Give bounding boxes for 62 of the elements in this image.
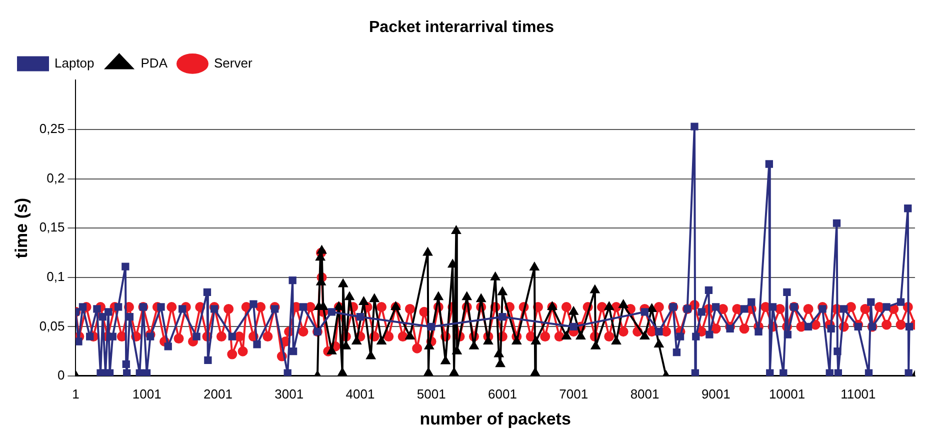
legend-label: Laptop xyxy=(54,55,94,70)
point xyxy=(370,294,379,302)
y-axis-title: time (s) xyxy=(12,198,31,258)
point xyxy=(448,260,458,268)
point xyxy=(531,336,540,344)
x-tick-label: 3001 xyxy=(274,386,304,402)
y-tick-label: 0,05 xyxy=(39,318,65,334)
point xyxy=(405,332,414,340)
point xyxy=(338,368,347,376)
x-tick-label: 9001 xyxy=(701,386,730,402)
point xyxy=(576,332,586,340)
point xyxy=(530,262,539,271)
x-tick-label: 1001 xyxy=(132,386,162,402)
point xyxy=(462,292,472,300)
y-tick-label: 0,2 xyxy=(46,170,65,186)
y-tick-label: 0,25 xyxy=(39,121,65,136)
y-tick-label: 0,1 xyxy=(46,268,65,284)
point xyxy=(654,339,664,348)
point xyxy=(640,332,650,340)
point xyxy=(366,351,376,360)
point xyxy=(452,226,461,234)
y-tick-label: 0 xyxy=(57,368,65,383)
point xyxy=(490,272,500,280)
point xyxy=(423,248,432,256)
point xyxy=(317,246,326,254)
point xyxy=(359,297,368,306)
point xyxy=(498,287,507,296)
point xyxy=(377,336,386,344)
point xyxy=(452,346,462,354)
point xyxy=(530,368,540,376)
point xyxy=(434,292,443,300)
x-tick-label: 1 xyxy=(72,386,80,402)
point xyxy=(441,356,450,364)
point xyxy=(618,300,628,308)
point xyxy=(604,302,614,310)
chart-title: Packet interarrival times xyxy=(369,19,554,36)
point xyxy=(562,332,571,340)
point xyxy=(591,341,600,350)
x-tick-label: 11001 xyxy=(840,386,876,402)
x-tick-label: 4001 xyxy=(346,386,375,402)
x-tick-label: 7001 xyxy=(559,386,588,402)
point xyxy=(338,279,348,288)
point xyxy=(494,349,504,358)
legend-label: PDA xyxy=(140,55,168,70)
point xyxy=(345,292,354,300)
legend-label: Server xyxy=(214,55,253,70)
x-tick-label: 6001 xyxy=(488,386,517,402)
point xyxy=(512,336,522,344)
point xyxy=(590,285,600,294)
point xyxy=(569,306,578,315)
x-tick-label: 10001 xyxy=(768,386,806,402)
point xyxy=(612,336,621,344)
point xyxy=(316,252,325,261)
point xyxy=(424,368,433,376)
x-tick-label: 5001 xyxy=(416,386,446,402)
point xyxy=(496,359,505,368)
x-tick-label: 8001 xyxy=(630,386,660,402)
x-axis-title: number of packets xyxy=(420,409,571,428)
y-tick-label: 0,15 xyxy=(39,220,65,235)
point xyxy=(476,294,486,302)
x-tick-label: 2001 xyxy=(204,386,232,402)
point xyxy=(450,368,459,376)
